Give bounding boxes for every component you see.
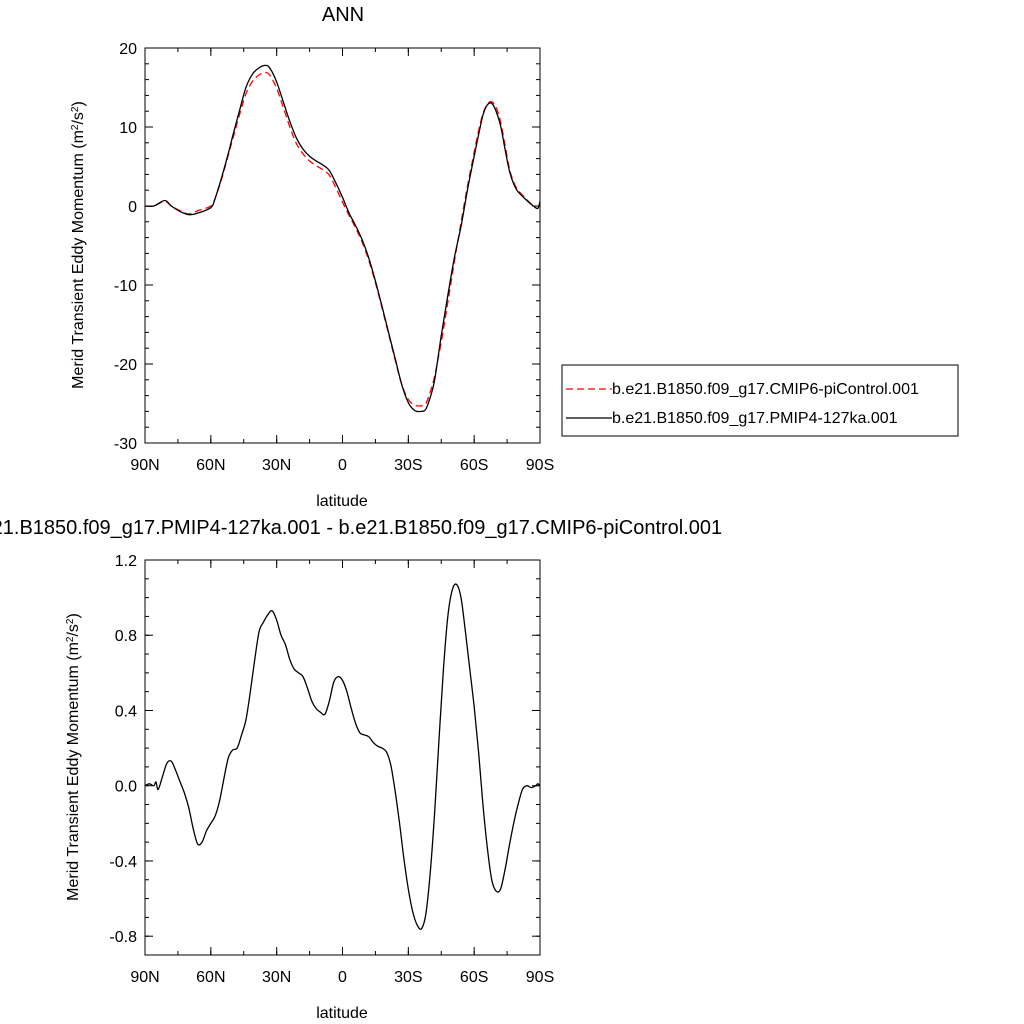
x-axis-label-bottom: latitude [316, 1005, 368, 1022]
axes-top: 20 10 0 -10 -20 -30 90N 60N 30N 0 30S 60S 90S [114, 41, 554, 474]
legend-label-127ka: b.e21.B1850.f09_g17.PMIP4-127ka.001 [612, 410, 898, 427]
x-tick-label: 30S [394, 969, 422, 986]
x-tick-label: 90N [130, 457, 159, 474]
y-tick-label: 10 [119, 120, 137, 137]
chart-title-bottom: b.e21.B1850.f09_g17.PMIP4-127ka.001 - b.… [0, 517, 722, 539]
x-tick-label: 60N [196, 969, 225, 986]
y-axis-label-top: Merid Transient Eddy Momentum (m2/s2) [70, 101, 88, 389]
legend: b.e21.B1850.f09_g17.CMIP6-piControl.001 … [561, 364, 959, 437]
x-tick-label: 30S [394, 457, 422, 474]
x-axis-label-top: latitude [316, 493, 368, 510]
x-tick-label: 60S [460, 457, 488, 474]
legend-box [561, 364, 959, 437]
y-tick-label: -10 [114, 278, 137, 295]
x-tick-label: 30N [262, 457, 291, 474]
y-tick-label: 0.8 [115, 628, 137, 645]
axes-bottom: 1.2 0.8 0.4 0.0 -0.4 -0.8 90N 60N 30N 0 30S 60S 90S [109, 553, 554, 986]
x-tick-label: 0 [338, 969, 347, 986]
y-tick-label: -30 [114, 436, 137, 453]
y-tick-label: 0.0 [115, 779, 137, 796]
x-tick-label: 90S [526, 969, 554, 986]
x-tick-label: 60S [460, 969, 488, 986]
x-tick-label: 30N [262, 969, 291, 986]
x-tick-label: 90S [526, 457, 554, 474]
y-tick-label: 0 [128, 199, 137, 216]
y-tick-label: -0.4 [109, 854, 137, 871]
chart-title-top: ANN [322, 4, 364, 26]
x-tick-label: 60N [196, 457, 225, 474]
chart-panel-top: ANN 20 10 0 -10 -20 -30 90N 60N 30N 0 30S 60S 90S la… [70, 4, 959, 510]
x-tick-label: 90N [130, 969, 159, 986]
x-tick-label: 0 [338, 457, 347, 474]
series-group-top [144, 64, 541, 413]
chart-panel-bottom: b.e21.B1850.f09_g17.PMIP4-127ka.001 - b.… [0, 517, 722, 1022]
y-tick-label: 0.4 [115, 703, 137, 720]
y-tick-label: 20 [119, 41, 137, 58]
series-line-127ka [144, 64, 541, 413]
series-group-bottom [144, 583, 541, 930]
y-tick-label: 1.2 [115, 553, 137, 570]
y-axis-label-bottom: Merid Transient Eddy Momentum (m2/s2) [65, 613, 83, 901]
y-tick-label: -20 [114, 357, 137, 374]
series-line-difference [144, 583, 541, 930]
y-tick-label: -0.8 [109, 929, 137, 946]
legend-label-piControl: b.e21.B1850.f09_g17.CMIP6-piControl.001 [612, 381, 919, 398]
